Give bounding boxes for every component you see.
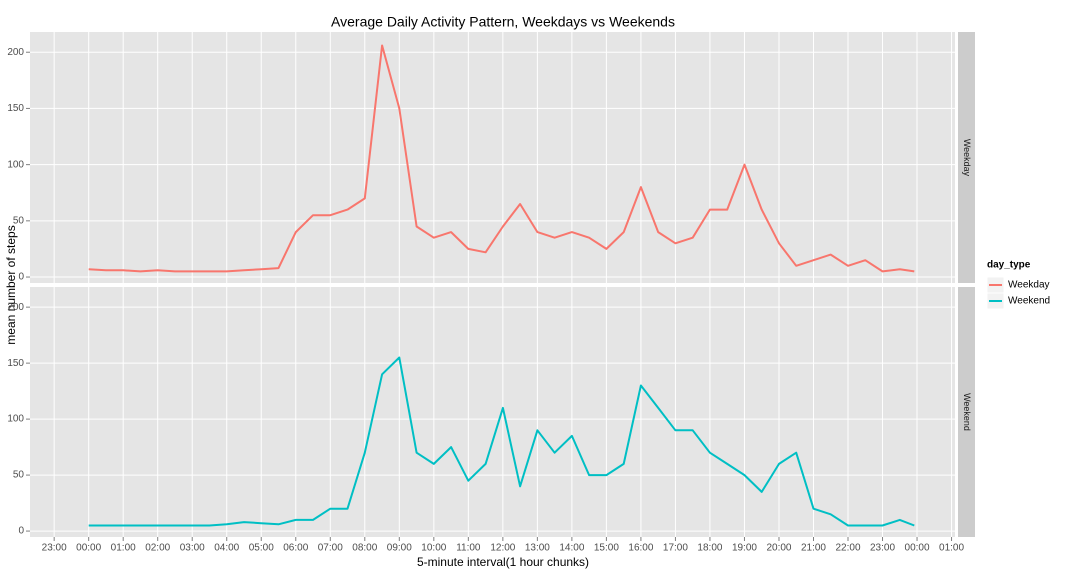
x-axis-title: 5-minute interval(1 hour chunks) xyxy=(417,555,589,569)
x-tick-label: 00:00 xyxy=(76,543,101,554)
x-tick-label: 16:00 xyxy=(628,543,653,554)
facet-strip-label: Weekday xyxy=(962,139,972,177)
x-tick-label: 03:00 xyxy=(180,543,205,554)
x-tick-label: 10:00 xyxy=(421,543,446,554)
x-tick-label: 07:00 xyxy=(318,543,343,554)
x-tick-label: 17:00 xyxy=(663,543,688,554)
x-tick-label: 23:00 xyxy=(42,543,67,554)
facet-strip xyxy=(958,32,975,283)
x-tick-label: 21:00 xyxy=(801,543,826,554)
x-tick-label: 02:00 xyxy=(145,543,170,554)
x-tick-label: 11:00 xyxy=(456,543,481,554)
x-tick-label: 13:00 xyxy=(525,543,550,554)
y-tick-label: 150 xyxy=(7,358,24,369)
x-tick-label: 04:00 xyxy=(214,543,239,554)
legend-label: Weekend xyxy=(1008,296,1050,307)
panel-background xyxy=(30,32,955,283)
x-tick-label: 14:00 xyxy=(559,543,584,554)
chart-title: Average Daily Activity Pattern, Weekdays… xyxy=(331,14,675,30)
x-tick-label: 00:00 xyxy=(905,543,930,554)
x-tick-label: 20:00 xyxy=(766,543,791,554)
x-tick-label: 22:00 xyxy=(835,543,860,554)
x-tick-label: 18:00 xyxy=(697,543,722,554)
y-tick-label: 150 xyxy=(7,103,24,114)
y-tick-label: 200 xyxy=(7,302,24,313)
series-line xyxy=(88,356,915,527)
y-tick-label: 50 xyxy=(13,470,25,481)
facet-strip-label: Weekend xyxy=(962,393,972,431)
x-tick-label: 05:00 xyxy=(249,543,274,554)
y-tick-label: 0 xyxy=(18,272,24,283)
x-tick-label: 15:00 xyxy=(594,543,619,554)
x-tick-label: 08:00 xyxy=(352,543,377,554)
x-tick-label: 09:00 xyxy=(387,543,412,554)
series-line xyxy=(88,44,915,273)
x-tick-label: 12:00 xyxy=(490,543,515,554)
y-tick-label: 100 xyxy=(7,414,24,425)
x-tick-label: 19:00 xyxy=(732,543,757,554)
y-tick-label: 100 xyxy=(7,159,24,170)
y-tick-label: 200 xyxy=(7,47,24,58)
facet-strip xyxy=(958,287,975,537)
y-tick-label: 0 xyxy=(18,526,24,537)
x-tick-label: 23:00 xyxy=(870,543,895,554)
x-tick-label: 06:00 xyxy=(283,543,308,554)
x-tick-label: 01:00 xyxy=(939,543,964,554)
y-axis-title: mean number of steps xyxy=(4,225,18,344)
legend-title: day_type xyxy=(987,260,1031,271)
legend-label: Weekday xyxy=(1008,280,1050,291)
y-tick-label: 50 xyxy=(13,215,25,226)
x-tick-label: 01:00 xyxy=(111,543,136,554)
panel-background xyxy=(30,287,955,537)
